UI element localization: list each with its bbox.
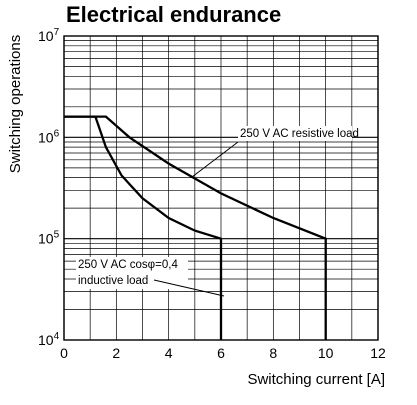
y-tick-label: 107 <box>38 27 60 44</box>
resistive-label-bg <box>238 126 352 141</box>
curves <box>63 115 327 340</box>
chart-title: Electrical endurance <box>66 2 281 27</box>
y-tick-exponent: 4 <box>54 331 60 342</box>
y-tick-base: 10 <box>38 129 54 145</box>
y-tick-base: 10 <box>38 28 54 44</box>
inductive-leader-line <box>153 279 225 297</box>
y-tick-label: 104 <box>38 331 60 348</box>
x-tick-label: 10 <box>318 345 334 361</box>
annotations: 250 V AC resistive load 250 V AC cosφ=0,… <box>76 126 359 297</box>
y-tick-exponent: 5 <box>54 230 60 241</box>
x-tick-labels: 0 2 4 6 8 10 12 <box>60 345 386 361</box>
x-tick-label: 4 <box>165 345 173 361</box>
y-tick-base: 10 <box>38 332 54 348</box>
inductive-label-line1: 250 V AC cosφ=0,4 <box>78 259 178 271</box>
resistive-load-curve <box>63 115 327 340</box>
y-tick-label: 106 <box>38 128 60 145</box>
resistive-load-label: 250 V AC resistive load <box>240 128 359 140</box>
x-tick-label: 6 <box>217 345 225 361</box>
y-tick-base: 10 <box>38 231 54 247</box>
x-tick-label: 0 <box>60 345 68 361</box>
x-tick-label: 12 <box>370 345 386 361</box>
x-tick-label: 8 <box>269 345 277 361</box>
y-axis-label: Switching operations <box>7 35 24 173</box>
inductive-load-curve <box>63 115 223 340</box>
x-tick-label: 2 <box>112 345 120 361</box>
y-tick-label: 105 <box>38 230 60 247</box>
x-axis-label: Switching current [A] <box>247 371 385 388</box>
inductive-label-line2: inductive load <box>78 275 148 287</box>
y-tick-exponent: 7 <box>54 27 60 38</box>
resistive-leader-line <box>191 141 239 178</box>
y-tick-exponent: 6 <box>54 128 60 139</box>
